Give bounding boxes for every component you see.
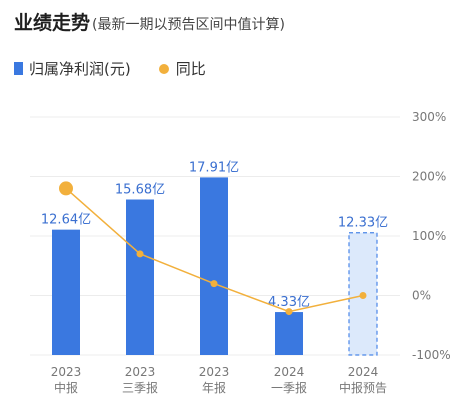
- yoy-point: [136, 250, 144, 258]
- bar-value-label: 4.33亿: [268, 295, 310, 310]
- bar: [275, 312, 303, 355]
- legend-label-yoy: 同比: [175, 60, 206, 78]
- legend: 归属净利润(元) 同比: [14, 58, 234, 79]
- bar: [200, 177, 228, 355]
- bar: [52, 229, 80, 355]
- bar: [126, 199, 154, 355]
- x-tick-label: 2023 三季报: [122, 365, 158, 395]
- yoy-point: [359, 292, 367, 299]
- bar-value-label: 15.68亿: [115, 183, 165, 198]
- x-tick-label: 2023 年报: [199, 365, 230, 395]
- yoy-point: [285, 308, 293, 316]
- legend-dot-swatch: [158, 63, 169, 74]
- legend-item-profit[interactable]: 归属净利润(元): [14, 58, 131, 79]
- yoy-point: [59, 181, 73, 196]
- bar-value-label: 12.33亿: [338, 216, 388, 231]
- legend-label-profit: 归属净利润(元): [29, 60, 131, 78]
- bar-value-label: 17.91亿: [189, 160, 239, 175]
- legend-item-yoy[interactable]: 同比: [158, 58, 206, 79]
- x-tick-label: 2024 中报预告: [339, 365, 387, 395]
- chart-subtitle: (最新一期以预告区间中值计算): [92, 17, 285, 33]
- y-tick-label: -100%: [412, 348, 451, 362]
- legend-bar-swatch: [14, 62, 23, 75]
- x-tick-label: 2023 中报: [51, 365, 82, 395]
- y-tick-label: 100%: [412, 229, 446, 243]
- bar-value-label: 12.64亿: [41, 213, 91, 228]
- yoy-point: [210, 280, 218, 288]
- chart-header: 业绩走势 (最新一期以预告区间中值计算): [14, 8, 285, 35]
- y-tick-label: 200%: [412, 170, 446, 184]
- chart-title: 业绩走势: [14, 12, 91, 34]
- x-tick-label: 2024 一季报: [271, 365, 307, 395]
- y-tick-label: 0%: [412, 289, 431, 303]
- y-tick-label: 300%: [412, 110, 446, 124]
